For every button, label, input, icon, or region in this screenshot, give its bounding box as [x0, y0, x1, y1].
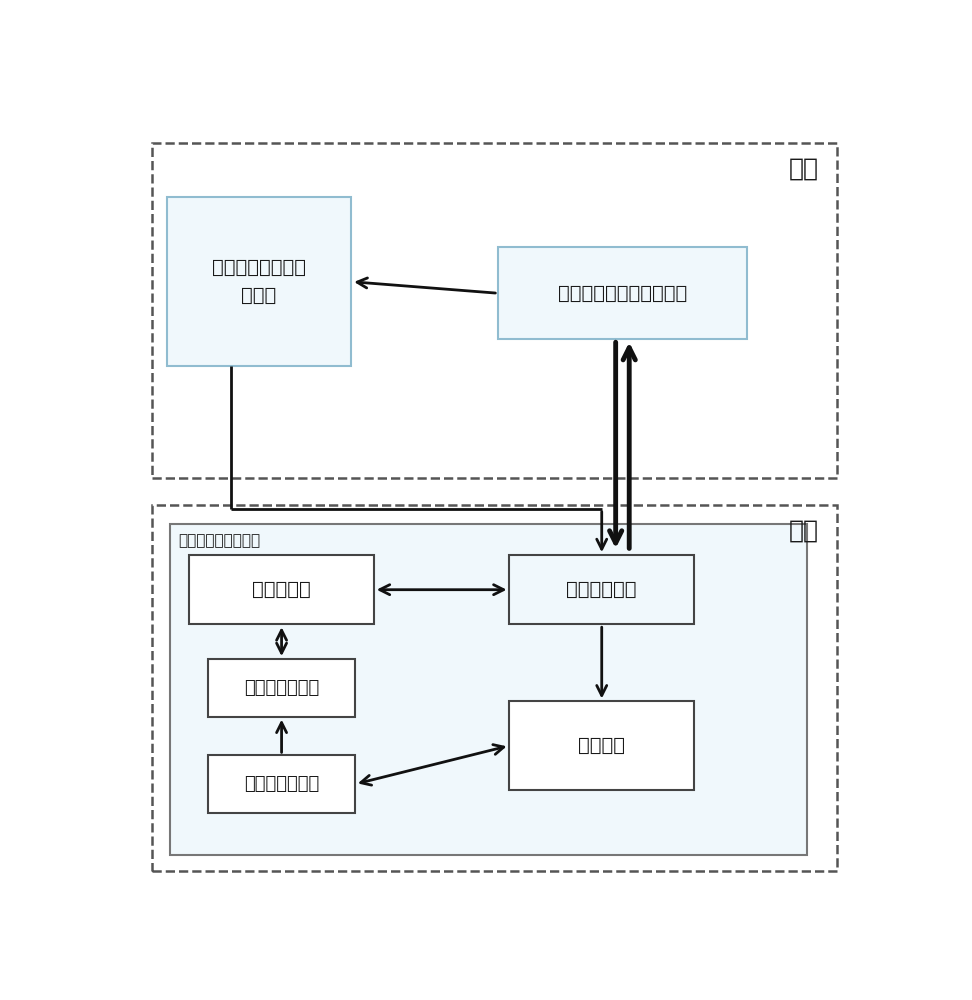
- Text: 热失控预警: 热失控预警: [252, 580, 311, 599]
- Bar: [509, 701, 694, 790]
- Text: 云端热失控预警校
验功能: 云端热失控预警校 验功能: [212, 258, 306, 305]
- Text: 数据协同交互: 数据协同交互: [567, 580, 637, 599]
- Bar: [208, 659, 355, 717]
- Text: 边缘: 边缘: [788, 519, 818, 543]
- Text: 电池数据、压力数据处理: 电池数据、压力数据处理: [558, 284, 687, 303]
- Bar: [190, 555, 374, 624]
- Text: 边缘热失控预警校验: 边缘热失控预警校验: [178, 533, 260, 548]
- Text: 热失控特征校验: 热失控特征校验: [244, 679, 319, 697]
- Text: 云端: 云端: [788, 157, 818, 181]
- Text: 传感器诊断校验: 传感器诊断校验: [244, 775, 319, 793]
- Bar: [498, 247, 746, 339]
- Bar: [167, 197, 351, 366]
- Bar: [170, 524, 807, 855]
- Bar: [152, 143, 837, 478]
- Text: 采样功能: 采样功能: [578, 736, 625, 755]
- Bar: [152, 505, 837, 871]
- Bar: [208, 755, 355, 813]
- Bar: [509, 555, 694, 624]
